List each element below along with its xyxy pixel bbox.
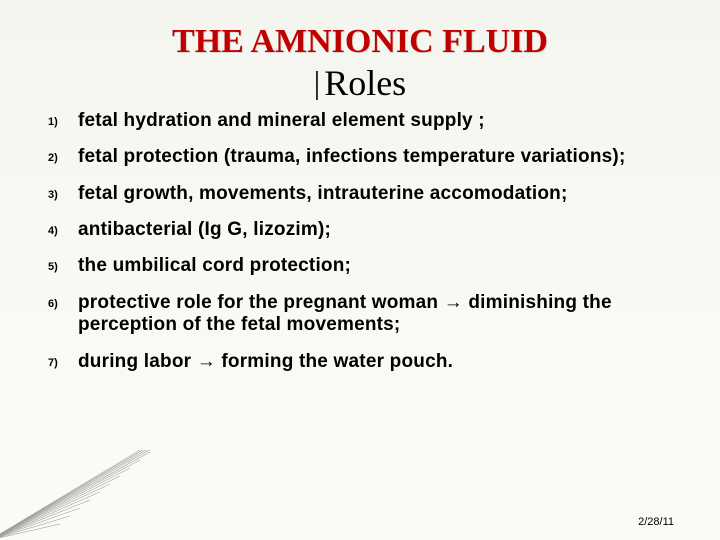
list-number: 3)	[48, 183, 78, 201]
list-number: 5)	[48, 255, 78, 273]
slide-title: THE AMNIONIC FLUID	[48, 24, 672, 60]
slide-container: THE AMNIONIC FLUID |Roles 1) fetal hydra…	[0, 0, 720, 540]
list-item: 3) fetal growth, movements, intrauterine…	[48, 183, 672, 205]
list-number: 6)	[48, 292, 78, 310]
list-item: 2) fetal protection (trauma, infections …	[48, 146, 672, 168]
list-item: 4) antibacterial (Ig G, lizozim);	[48, 219, 672, 241]
list-number: 4)	[48, 219, 78, 237]
list-number: 1)	[48, 110, 78, 128]
roles-list: 1) fetal hydration and mineral element s…	[48, 110, 672, 373]
list-number: 7)	[48, 351, 78, 369]
subtitle-bullet-icon: |	[314, 64, 320, 100]
slide-date: 2/28/11	[638, 516, 674, 528]
list-text: fetal hydration and mineral element supp…	[78, 110, 485, 132]
list-text: during labor → forming the water pouch.	[78, 351, 453, 373]
list-number: 2)	[48, 146, 78, 164]
list-text: fetal growth, movements, intrauterine ac…	[78, 183, 568, 205]
list-item: 6) protective role for the pregnant woma…	[48, 292, 672, 337]
slide-subtitle: Roles	[324, 63, 406, 103]
list-text: fetal protection (trauma, infections tem…	[78, 146, 625, 168]
list-text: protective role for the pregnant woman →…	[78, 292, 672, 337]
subtitle-row: |Roles	[48, 62, 672, 104]
list-text: antibacterial (Ig G, lizozim);	[78, 219, 331, 241]
corner-decoration-icon	[0, 450, 190, 540]
list-item: 7) during labor → forming the water pouc…	[48, 351, 672, 373]
list-text: the umbilical cord protection;	[78, 255, 351, 277]
list-item: 5) the umbilical cord protection;	[48, 255, 672, 277]
list-item: 1) fetal hydration and mineral element s…	[48, 110, 672, 132]
